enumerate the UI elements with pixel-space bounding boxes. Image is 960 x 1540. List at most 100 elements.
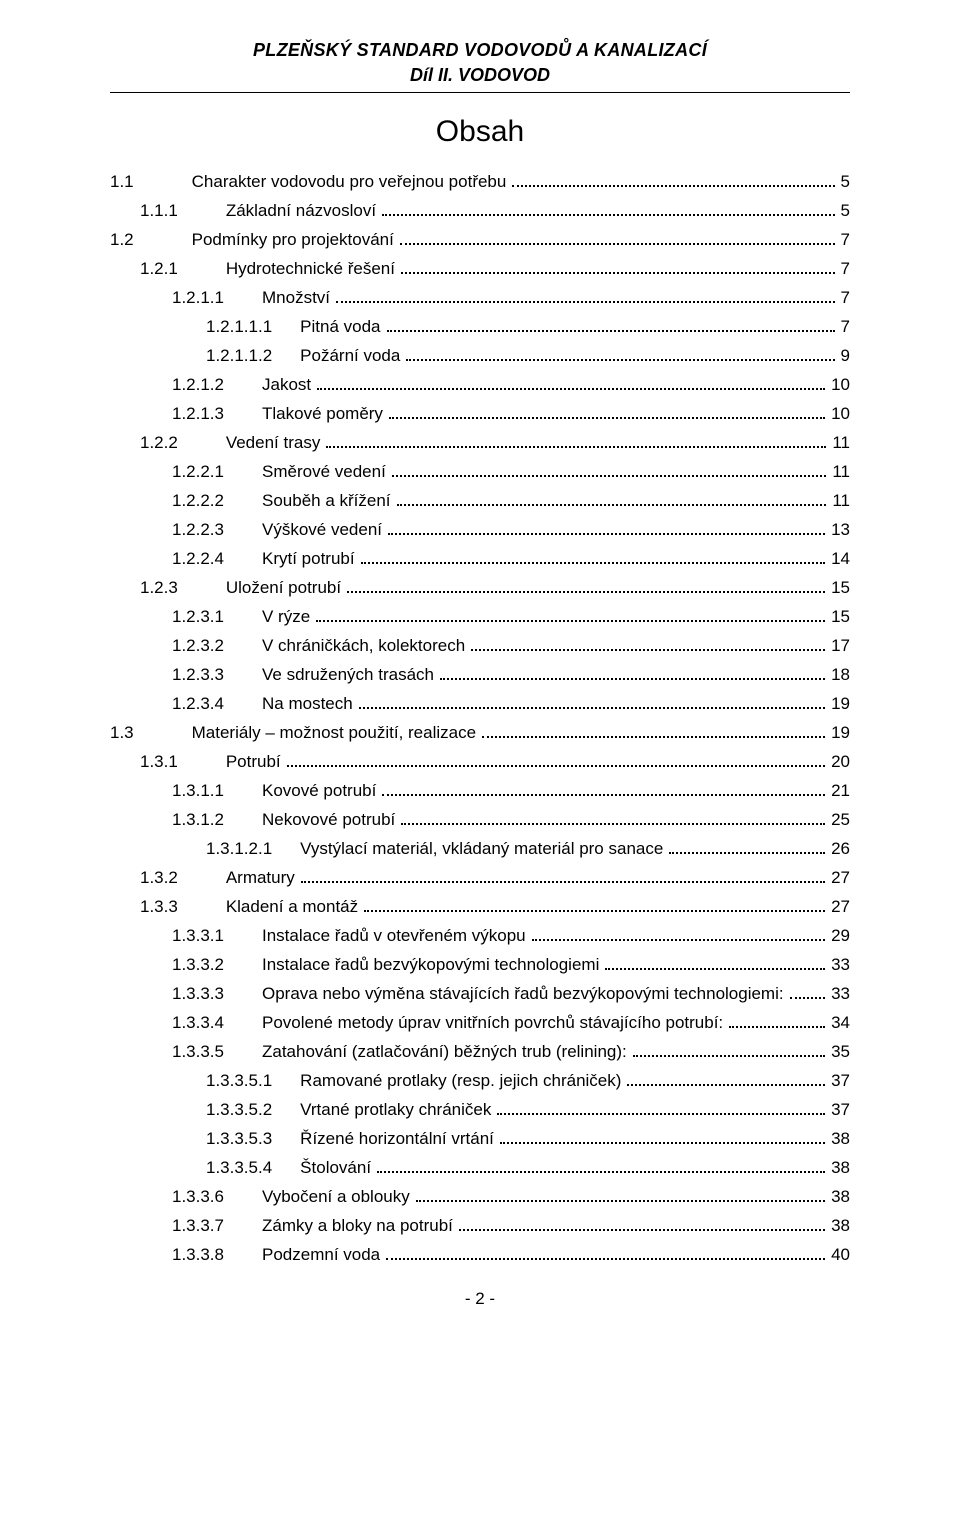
toc-row: 1.3 Materiály – možnost použití, realizac… — [110, 724, 850, 741]
toc-dot-leader — [401, 272, 835, 274]
toc-dot-leader — [500, 1142, 825, 1144]
toc-entry-page: 26 — [831, 840, 850, 857]
toc-entry-label: Materiály – možnost použití, realizace — [192, 724, 476, 741]
toc-entry-label: Vystýlací materiál, vkládaný materiál pr… — [300, 840, 663, 857]
toc-entry-label: V chráničkách, kolektorech — [262, 637, 465, 654]
toc-row: 1.3.1.2Nekovové potrubí25 — [172, 811, 850, 828]
toc-dot-leader — [401, 823, 825, 825]
toc-row: 1.2.3.1V rýze15 — [172, 608, 850, 625]
toc-entry-label: Ramované protlaky (resp. jejich chrániče… — [300, 1072, 621, 1089]
toc-dot-leader — [361, 562, 825, 564]
toc-entry-page: 15 — [831, 608, 850, 625]
toc-entry-page: 33 — [831, 985, 850, 1002]
toc-dot-leader — [471, 649, 825, 651]
toc-entry-number: 1.2.3.4 — [172, 695, 234, 712]
toc-entry-page: 34 — [831, 1014, 850, 1031]
toc-row: 1.2.3.4Na mostech19 — [172, 695, 850, 712]
toc-entry-page: 40 — [831, 1246, 850, 1263]
toc-entry-page: 33 — [831, 956, 850, 973]
toc-entry-label: Hydrotechnické řešení — [226, 260, 395, 277]
toc-entry-page: 29 — [831, 927, 850, 944]
toc-entry-label: Pitná voda — [300, 318, 380, 335]
toc-row: 1.1 Charakter vodovodu pro veřejnou potře… — [110, 173, 850, 190]
toc-entry-page: 11 — [832, 463, 850, 480]
toc-entry-page: 7 — [841, 260, 850, 277]
toc-entry-label: Základní názvosloví — [226, 202, 376, 219]
toc-entry-page: 38 — [831, 1130, 850, 1147]
toc-entry-label: Štolování — [300, 1159, 371, 1176]
toc-entry-page: 14 — [831, 550, 850, 567]
toc-entry-page: 27 — [831, 898, 850, 915]
toc-entry-label: Jakost — [262, 376, 311, 393]
toc-entry-number: 1.3 — [110, 724, 144, 741]
toc-entry-number: 1.3.3.6 — [172, 1188, 234, 1205]
toc-row: 1.3.3.2Instalace řadů bezvýkopovými tech… — [172, 956, 850, 973]
toc-entry-page: 5 — [841, 173, 850, 190]
toc-row: 1.3.3.5Zatahování (zatlačování) běžných … — [172, 1043, 850, 1060]
toc-entry-number: 1.3.3.2 — [172, 956, 234, 973]
toc-dot-leader — [347, 591, 825, 593]
toc-dot-leader — [400, 243, 835, 245]
toc-entry-number: 1.2.2.2 — [172, 492, 234, 509]
toc-entry-label: Vrtané protlaky chrániček — [300, 1101, 491, 1118]
toc-entry-page: 10 — [831, 405, 850, 422]
toc-dot-leader — [389, 417, 825, 419]
toc-row: 1.2.1.2Jakost10 — [172, 376, 850, 393]
toc-entry-page: 9 — [841, 347, 850, 364]
toc-row: 1.3.1.1Kovové potrubí21 — [172, 782, 850, 799]
toc-row: 1.3.3.6Vybočení a oblouky38 — [172, 1188, 850, 1205]
toc-entry-page: 38 — [831, 1188, 850, 1205]
toc-dot-leader — [287, 765, 825, 767]
toc-dot-leader — [386, 1258, 825, 1260]
toc-row: 1.3.3.5.1 Ramované protlaky (resp. jejich… — [206, 1072, 850, 1089]
toc-row: 1.3.1.2.1 Vystýlací materiál, vkládaný ma… — [206, 840, 850, 857]
toc-dot-leader — [532, 939, 825, 941]
toc-entry-page: 11 — [832, 434, 850, 451]
toc-entry-number: 1.3.3.3 — [172, 985, 234, 1002]
toc-entry-page: 38 — [831, 1159, 850, 1176]
toc-dot-leader — [397, 504, 827, 506]
toc-entry-page: 17 — [831, 637, 850, 654]
toc-entry-number: 1.3.3.5.3 — [206, 1130, 282, 1147]
toc-entry-number: 1.3.1.1 — [172, 782, 234, 799]
toc-entry-number: 1.3.1.2.1 — [206, 840, 282, 857]
toc-dot-leader — [317, 388, 825, 390]
toc-entry-number: 1.3.3.5.2 — [206, 1101, 282, 1118]
toc-entry-label: Podmínky pro projektování — [192, 231, 394, 248]
toc-entry-number: 1.2.1.3 — [172, 405, 234, 422]
toc-row: 1.1.1Základní názvosloví5 — [140, 202, 850, 219]
toc-heading: Obsah — [110, 115, 850, 149]
toc-entry-number: 1.2.2.3 — [172, 521, 234, 538]
toc-entry-page: 7 — [841, 231, 850, 248]
toc-entry-number: 1.2.2.4 — [172, 550, 234, 567]
toc-dot-leader — [392, 475, 827, 477]
toc-row: 1.3.3.1Instalace řadů v otevřeném výkopu… — [172, 927, 850, 944]
toc-entry-number: 1.3.3.5.1 — [206, 1072, 282, 1089]
toc-entry-label: Kladení a montáž — [226, 898, 358, 915]
toc-row: 1.2.2.3Výškové vedení13 — [172, 521, 850, 538]
toc-entry-label: Charakter vodovodu pro veřejnou potřebu — [192, 173, 507, 190]
page-number-footer: - 2 - — [110, 1289, 850, 1309]
toc-entry-page: 7 — [841, 318, 850, 335]
toc-entry-number: 1.2.1.1.2 — [206, 347, 282, 364]
toc-entry-number: 1.3.3.7 — [172, 1217, 234, 1234]
toc-entry-number: 1.3.3.1 — [172, 927, 234, 944]
toc-entry-label: Směrové vedení — [262, 463, 386, 480]
toc-entry-number: 1.2.3.1 — [172, 608, 234, 625]
toc-entry-page: 11 — [832, 492, 850, 509]
toc-entry-number: 1.1 — [110, 173, 144, 190]
toc-row: 1.2Podmínky pro projektování7 — [110, 231, 850, 248]
toc-entry-label: Ve sdružených trasách — [262, 666, 434, 683]
toc-dot-leader — [633, 1055, 825, 1057]
toc-row: 1.3.3.5.3Řízené horizontální vrtání38 — [206, 1130, 850, 1147]
toc-row: 1.3.1Potrubí20 — [140, 753, 850, 770]
toc-row: 1.2.1.1.1Pitná voda7 — [206, 318, 850, 335]
toc-row: 1.3.3Kladení a montáž27 — [140, 898, 850, 915]
toc-dot-leader — [497, 1113, 825, 1115]
toc-row: 1.2.2.4 Krytí potrubí 14 — [172, 550, 850, 567]
toc-entry-label: Krytí potrubí — [262, 550, 355, 567]
toc-entry-page: 18 — [831, 666, 850, 683]
toc-entry-number: 1.3.3.8 — [172, 1246, 234, 1263]
toc-dot-leader — [382, 794, 825, 796]
toc-row: 1.3.2Armatury27 — [140, 869, 850, 886]
